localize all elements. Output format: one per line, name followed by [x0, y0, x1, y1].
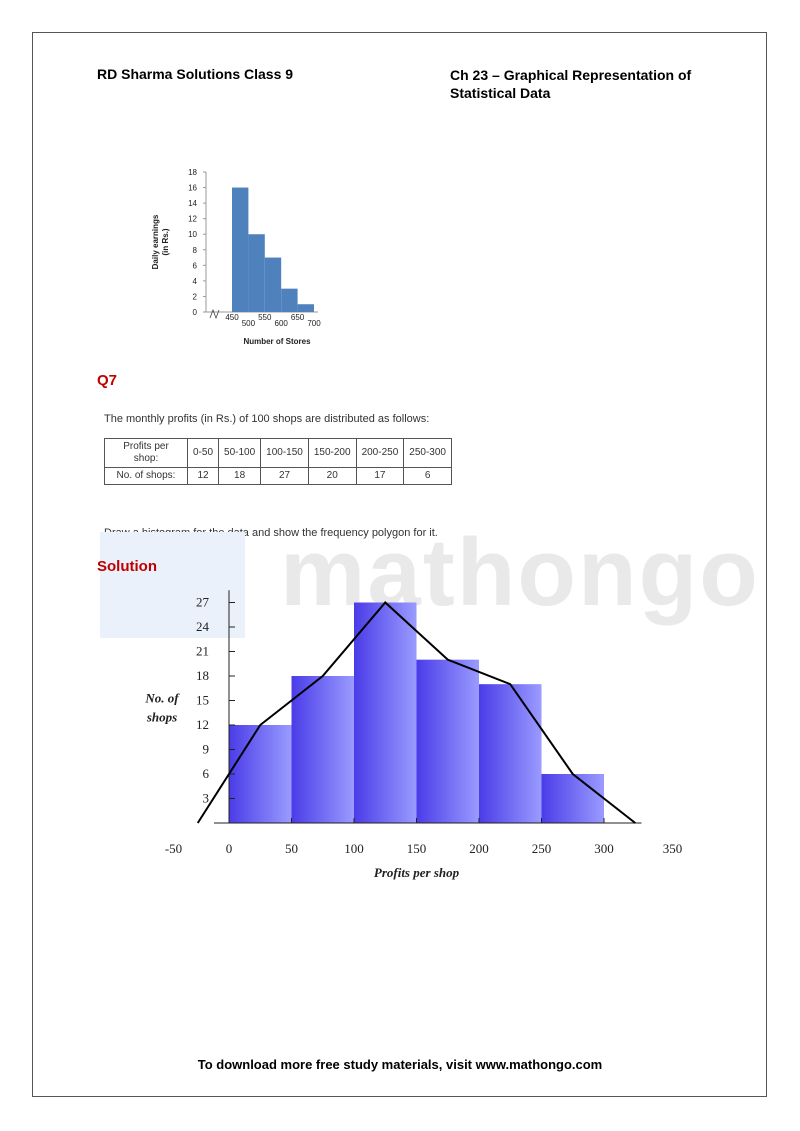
histogram-bar	[291, 676, 354, 823]
y-tick-label: 2	[193, 292, 198, 301]
x-tick-label: 700	[307, 319, 321, 328]
histogram-bar	[416, 659, 479, 823]
table-cell: 250-300	[403, 438, 452, 468]
x-tick-label: 50	[285, 841, 298, 856]
y-tick-label: 4	[193, 277, 198, 286]
table-cell: 200-250	[355, 438, 405, 468]
y-tick-label: 9	[203, 742, 210, 757]
header-chapter-line1: Ch 23 – Graphical Representation of	[450, 67, 692, 83]
table-cell: 150-200	[307, 438, 357, 468]
profits-histogram: 3 6 9 12 15 18 21 24 27 -50 0 50 100 150 200 250 300 350 P…	[144, 590, 682, 880]
x-tick-label: 500	[242, 319, 256, 328]
x-tick-label: 300	[594, 841, 614, 856]
histogram-bar	[248, 234, 265, 312]
y-tick-label: 6	[203, 766, 210, 781]
table-row-header: No. of shops:	[104, 467, 188, 485]
axis-break-mark	[209, 308, 220, 320]
x-tick-label: 250	[532, 841, 552, 856]
y-tick-label: 16	[188, 184, 197, 193]
x-tick-label: 0	[226, 841, 233, 856]
histogram-bar	[281, 288, 298, 312]
question-text: The monthly profits (in Rs.) of 100 shop…	[104, 413, 430, 425]
x-tick-label: 450	[225, 313, 239, 322]
histogram-bar	[264, 257, 282, 312]
histogram-bar	[232, 187, 249, 312]
y-tick-label: 10	[188, 230, 197, 239]
y-tick-label: 12	[188, 215, 197, 224]
header-book-title: RD Sharma Solutions Class 9	[97, 66, 294, 82]
x-tick-label: 200	[469, 841, 489, 856]
x-tick-label: 650	[291, 313, 305, 322]
histogram-bar	[479, 684, 542, 823]
x-tick-label: 350	[663, 841, 683, 856]
x-tick-label: 550	[258, 313, 272, 322]
y-tick-label: 0	[193, 308, 198, 317]
y-tick-label: 18	[196, 668, 209, 683]
x-tick-label: 150	[407, 841, 427, 856]
table-cell: 0-50	[186, 438, 220, 468]
header-chapter-title: Ch 23 – Graphical Representation of Stat…	[450, 66, 740, 102]
solution-label: Solution	[97, 558, 157, 575]
table-row-header: Profits per shop:	[104, 438, 188, 468]
table-cell: 27	[260, 467, 309, 485]
y-tick-label: 6	[193, 261, 198, 270]
table-cell: 12	[186, 467, 220, 485]
table-cell: 100-150	[260, 438, 309, 468]
table-cell: 50-100	[218, 438, 262, 468]
histogram-bar	[229, 725, 292, 823]
y-tick-label: 24	[196, 619, 210, 634]
y-tick-label: 15	[196, 693, 209, 708]
table-cell: 18	[218, 467, 262, 485]
y-tick-label: 21	[196, 644, 209, 659]
table-row: Profits per shop: 0-50 50-100 100-150 15…	[104, 438, 452, 468]
x-tick-label: 600	[275, 319, 289, 328]
footer-text: To download more free study materials, v…	[197, 1057, 603, 1072]
x-axis-label: Profits per shop	[374, 865, 460, 880]
page-border	[32, 32, 767, 1097]
histogram-bar	[354, 602, 417, 823]
table-row: No. of shops: 12 18 27 20 17 6	[104, 467, 452, 485]
watermark-logo	[100, 532, 245, 638]
y-axis-label: Daily earnings(in Rs.)	[151, 214, 170, 269]
x-axis-label: Number of Stores	[243, 337, 311, 346]
y-tick-label: 12	[196, 717, 209, 732]
histogram-bar	[541, 774, 604, 823]
histogram-bar	[297, 304, 314, 312]
x-tick-label: 100	[344, 841, 364, 856]
table-cell: 6	[403, 467, 452, 485]
y-tick-label: 18	[188, 168, 197, 177]
table-cell: 20	[307, 467, 357, 485]
y-tick-label: 14	[188, 199, 197, 208]
table-cell: 17	[355, 467, 405, 485]
y-tick-label: 8	[193, 246, 198, 255]
y-tick-label: 27	[196, 595, 210, 610]
question-label: Q7	[97, 372, 118, 389]
profits-table: Profits per shop: 0-50 50-100 100-150 15…	[104, 438, 452, 485]
frequency-polygon	[196, 601, 636, 824]
header-chapter-line2: Statistical Data	[450, 85, 551, 101]
y-tick-label: 3	[203, 791, 210, 806]
x-tick-label: -50	[165, 841, 182, 856]
y-axis-label: No. of shops	[144, 691, 180, 725]
